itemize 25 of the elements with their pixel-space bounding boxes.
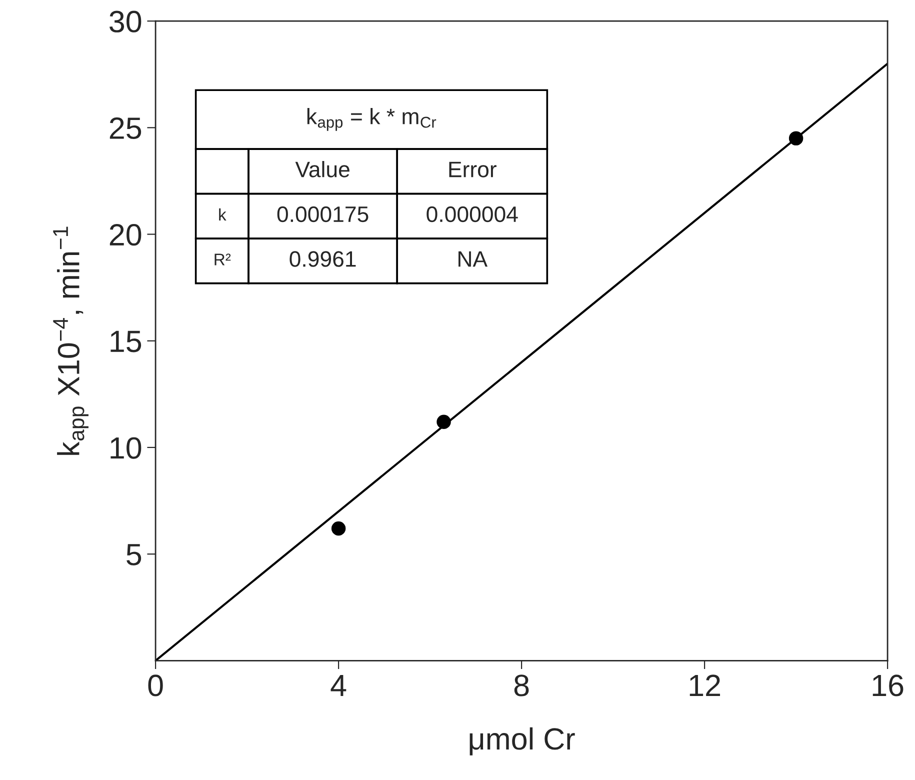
annotation: NA (458, 251, 488, 267)
y-tick-label: 10 (110, 437, 142, 459)
y-axis-title: k$_{app}$ X10$^{−4}$, min$^{−1}$ (53, 226, 88, 455)
y-tick-label: 20 (110, 224, 142, 246)
x-tick-label: 8 (514, 674, 529, 696)
annotation: 0.000175 (277, 206, 368, 222)
annotation: Value (295, 161, 350, 178)
annotation: k (219, 208, 226, 220)
y-tick-label: 15 (110, 330, 142, 352)
point (331, 521, 346, 536)
point (436, 414, 451, 429)
annotation: 0.000004 (426, 206, 518, 222)
x-axis-title: μmol Cr (470, 727, 575, 756)
annotation: 0.9961 (290, 251, 356, 267)
annotation: R² (214, 254, 231, 266)
annotation: k$_{app}$ = k * m$_{Cr}$ (307, 108, 436, 131)
x-tick-label: 12 (690, 674, 720, 696)
y-tick-label: 25 (110, 117, 142, 140)
x-tick-label: 16 (872, 674, 904, 696)
point (788, 131, 804, 146)
y-tick-label: 5 (126, 544, 142, 566)
annotation: Error (449, 162, 496, 178)
x-tick-label: 4 (330, 674, 346, 696)
y-tick-label: 30 (110, 10, 142, 32)
x-tick-label: 0 (148, 674, 163, 696)
